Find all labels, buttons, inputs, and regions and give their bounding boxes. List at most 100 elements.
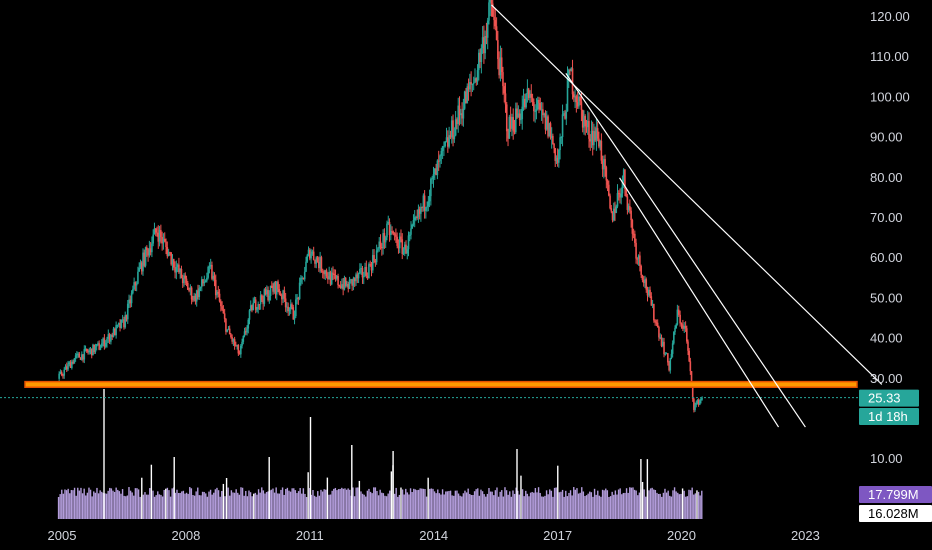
candle-body <box>263 289 266 304</box>
volume-bar <box>366 490 369 519</box>
volume-bar <box>481 491 484 519</box>
volume-bar <box>701 490 703 519</box>
volume-bar <box>685 496 687 519</box>
candle-body <box>296 297 298 300</box>
trendline-2[interactable] <box>565 72 806 428</box>
volume-bar <box>302 488 305 519</box>
candle-body <box>353 278 356 282</box>
candle-body <box>691 384 694 399</box>
candle-body <box>364 267 366 277</box>
candle-body <box>408 234 411 236</box>
volume-bar <box>385 496 388 519</box>
candle-body <box>486 20 489 38</box>
volume-bar <box>88 487 90 519</box>
volume-bar <box>405 488 407 519</box>
volume-bar <box>424 489 426 519</box>
candle-body <box>391 231 393 233</box>
candle-body <box>411 224 414 229</box>
candle-body <box>227 328 230 330</box>
candle-body <box>223 313 226 319</box>
candle-body <box>120 319 123 328</box>
candle-body <box>612 208 615 221</box>
candle-body <box>209 264 212 267</box>
trendlines[interactable] <box>491 4 883 428</box>
volume-bar <box>107 490 109 519</box>
volume-bar <box>472 495 474 519</box>
candle-body <box>686 328 688 342</box>
volume-bar <box>555 487 557 519</box>
candle-body <box>533 101 535 112</box>
volume-bar <box>469 493 471 519</box>
candle-body <box>274 282 277 295</box>
candle-body <box>323 272 325 275</box>
candle-body <box>217 291 220 294</box>
candle-body <box>213 275 216 280</box>
support-zone-rect[interactable] <box>24 380 858 388</box>
volume-bar <box>168 490 170 519</box>
volume-bar <box>584 495 586 519</box>
volume-bar <box>488 488 490 519</box>
candle-body <box>534 111 536 113</box>
candle-body <box>288 309 291 312</box>
time-tick-label: 2020 <box>667 528 696 543</box>
volume-bar <box>669 495 671 519</box>
volume-bar <box>493 495 495 519</box>
candle-body <box>591 130 594 146</box>
price-tick-label: 40.00 <box>870 331 903 346</box>
price-tick-label: 60.00 <box>870 250 903 265</box>
volume-bar <box>565 490 567 519</box>
candle-body <box>410 228 412 235</box>
candle-body <box>216 291 218 296</box>
candle-body <box>586 120 589 128</box>
candle-body <box>167 252 170 257</box>
candle-body <box>478 52 480 71</box>
candle-body <box>435 168 437 176</box>
volume-bar <box>297 491 300 519</box>
trendline-3[interactable] <box>619 177 780 428</box>
volume-bar <box>133 495 135 519</box>
candle-body <box>139 262 142 268</box>
volume-bar <box>611 491 613 519</box>
candle-body <box>564 113 566 119</box>
volume-bar <box>689 490 692 519</box>
volume-bar <box>502 496 505 519</box>
candle-body <box>192 299 194 301</box>
price-axis[interactable]: 120.00 110.00 100.00 90.00 80.00 70.00 60.00 50… <box>870 9 910 466</box>
candle-body <box>567 70 570 79</box>
candle-body <box>554 148 557 161</box>
volume-bar <box>445 491 447 519</box>
candle-body <box>600 140 603 161</box>
time-axis[interactable]: 2005 2008 2011 2014 2017 2020 2023 <box>48 528 820 543</box>
candle-body <box>125 315 128 320</box>
volume-bar <box>643 489 645 519</box>
volume-bar <box>353 496 356 519</box>
candle-body <box>431 178 433 180</box>
candle-body <box>273 282 276 292</box>
volume-bar <box>339 488 341 519</box>
volume-bar <box>411 492 413 519</box>
candle-body <box>58 373 60 379</box>
volume-bar <box>62 493 65 519</box>
volume-bar <box>342 488 345 519</box>
badge-label: 16.028M <box>868 506 919 521</box>
volume-bar <box>465 492 468 519</box>
candle-body <box>371 255 374 271</box>
support-zone[interactable] <box>24 380 858 388</box>
volume-bar <box>539 492 541 519</box>
volume-bar <box>208 491 210 519</box>
candle-body <box>268 295 271 301</box>
volume-bar <box>443 494 445 519</box>
candle-body <box>545 116 548 130</box>
candle-body <box>359 268 361 273</box>
candle-body <box>214 279 217 296</box>
volume-bar <box>336 490 338 519</box>
volume-bar <box>293 488 295 519</box>
volume-bar <box>245 490 247 519</box>
volume-bar <box>473 491 476 519</box>
volume-bar <box>358 480 361 519</box>
time-tick-label: 2023 <box>791 528 820 543</box>
trendline-1[interactable] <box>491 4 883 385</box>
candle-body <box>298 282 301 299</box>
price-tick-label: 110.00 <box>870 49 909 64</box>
